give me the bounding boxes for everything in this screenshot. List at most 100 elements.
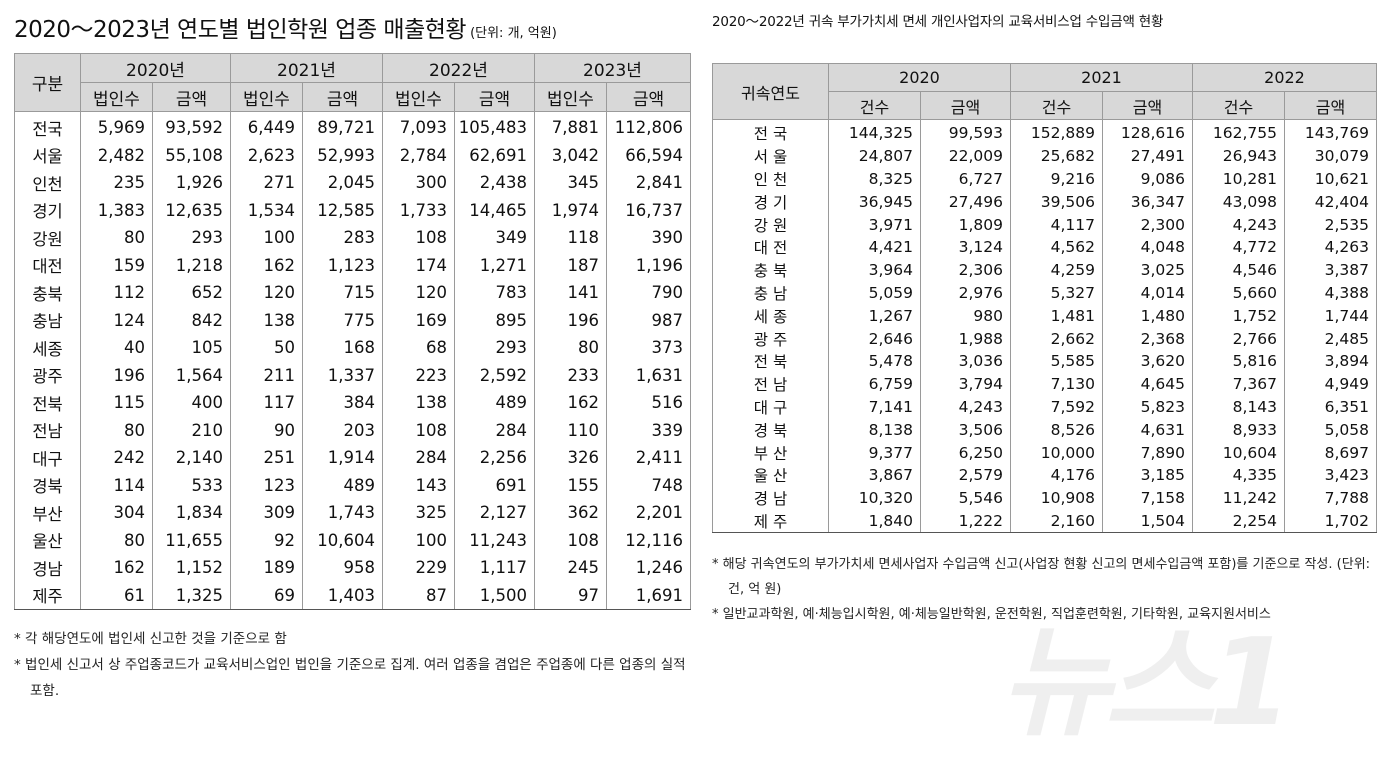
value-cell: 3,423 [1284,463,1377,487]
value-cell: 7,788 [1284,486,1377,510]
header-sub: 법인수 [382,82,455,112]
region-cell: 세종 [14,334,81,362]
value-cell: 10,908 [1010,486,1103,510]
header-sub: 금액 [1102,91,1193,120]
table-row: 충 남 5,059 2,976 5,327 4,014 5,660 4,388 [712,281,1377,305]
value-cell: 783 [454,279,535,307]
table-row: 부 산 9,377 6,250 10,000 7,890 10,604 8,697 [712,441,1377,464]
header-sub: 금액 [302,82,383,112]
value-cell: 112 [80,279,153,307]
table-row: 인 천 8,325 6,727 9,216 9,086 10,281 10,621 [712,167,1377,191]
value-cell: 1,480 [1102,304,1193,328]
value-cell: 42,404 [1284,190,1377,214]
value-cell: 120 [382,279,455,307]
value-cell: 691 [454,471,535,499]
left-title-text: 2020～2023년 연도별 법인학원 업종 매출현황 [14,17,467,43]
value-cell: 987 [606,306,691,334]
footnote: * 법인세 신고서 상 주업종코드가 교육서비스업인 법인을 기준으로 집계. … [14,657,686,699]
value-cell: 6,449 [230,111,303,142]
value-cell: 1,743 [302,499,383,527]
header-year: 2021년 [230,53,383,83]
right-title: 2020～2022년 귀속 부가가치세 면세 개인사업자의 교육서비스업 수입금… [712,14,1164,30]
value-cell: 4,014 [1102,281,1193,305]
value-cell: 9,216 [1010,167,1103,191]
value-cell: 1,403 [302,581,383,610]
value-cell: 6,351 [1284,395,1377,419]
value-cell: 8,325 [828,167,921,191]
value-cell: 8,933 [1192,418,1285,442]
value-cell: 80 [534,334,607,362]
value-cell: 100 [230,224,303,252]
value-cell: 2,646 [828,327,921,350]
header-year: 2020 [828,63,1011,92]
value-cell: 1,752 [1192,304,1285,328]
region-cell: 전 북 [712,349,829,373]
table-row: 세종 40 105 50 168 68 293 80 373 [14,334,691,362]
value-cell: 11,243 [454,526,535,554]
value-cell: 1,337 [302,361,383,389]
header-sub: 건수 [828,91,921,120]
value-cell: 115 [80,389,153,417]
value-cell: 362 [534,499,607,527]
value-cell: 196 [80,361,153,389]
value-cell: 7,141 [828,395,921,419]
right-table: 귀속연도 2020 2021 2022 건수 금액 건수 금액 건수 금액 전 국 144,325 9… [712,63,1377,534]
value-cell: 980 [920,304,1011,328]
value-cell: 6,759 [828,372,921,396]
value-cell: 2,592 [454,361,535,389]
value-cell: 283 [302,224,383,252]
value-cell: 4,772 [1192,235,1285,259]
value-cell: 105 [152,334,231,362]
header-sub: 금액 [454,82,535,112]
region-cell: 강원 [14,224,81,252]
value-cell: 2,368 [1102,327,1193,350]
table-row: 충남 124 842 138 775 169 895 196 987 [14,306,691,334]
value-cell: 2,841 [606,169,691,197]
value-cell: 1,218 [152,251,231,279]
value-cell: 8,138 [828,418,921,442]
value-cell: 3,042 [534,141,607,169]
table-row: 경 남 10,320 5,546 10,908 7,158 11,242 7,788 [712,486,1377,510]
value-cell: 2,485 [1284,327,1377,350]
value-cell: 9,086 [1102,167,1193,191]
value-cell: 61 [80,581,153,610]
table-row: 울산 80 11,655 92 10,604 100 11,243 108 12,116 [14,526,691,554]
value-cell: 143 [382,471,455,499]
table-row: 광 주 2,646 1,988 2,662 2,368 2,766 2,485 [712,327,1377,350]
value-cell: 748 [606,471,691,499]
header-row-years: 구분 2020년 2021년 2022년 2023년 [14,53,691,112]
value-cell: 2,623 [230,141,303,169]
value-cell: 203 [302,416,383,444]
value-cell: 2,127 [454,499,535,527]
value-cell: 1,222 [920,509,1011,534]
value-cell: 1,744 [1284,304,1377,328]
value-cell: 2,140 [152,444,231,472]
value-cell: 22,009 [920,144,1011,168]
region-cell: 강 원 [712,213,829,236]
table-row: 경 기 36,945 27,496 39,506 36,347 43,098 42,404 [712,190,1377,214]
value-cell: 309 [230,499,303,527]
value-cell: 87 [382,581,455,610]
value-cell: 7,881 [534,111,607,142]
value-cell: 4,388 [1284,281,1377,305]
region-cell: 대 전 [712,235,829,259]
header-year: 2022 [1192,63,1377,92]
value-cell: 36,945 [828,190,921,214]
left-unit: (단위: 개, 억원) [470,26,557,41]
value-cell: 80 [80,526,153,554]
value-cell: 958 [302,554,383,582]
value-cell: 4,631 [1102,418,1193,442]
table-row: 경북 114 533 123 489 143 691 155 748 [14,471,691,499]
header-sub: 건수 [1192,91,1285,120]
region-cell: 제주 [14,581,81,610]
table-row: 전북 115 400 117 384 138 489 162 516 [14,389,691,417]
value-cell: 27,491 [1102,144,1193,168]
value-cell: 2,201 [606,499,691,527]
region-cell: 전 국 [712,119,829,145]
value-cell: 1,196 [606,251,691,279]
region-cell: 광 주 [712,327,829,350]
region-cell: 광주 [14,361,81,389]
value-cell: 39,506 [1010,190,1103,214]
value-cell: 2,254 [1192,509,1285,534]
value-cell: 90 [230,416,303,444]
